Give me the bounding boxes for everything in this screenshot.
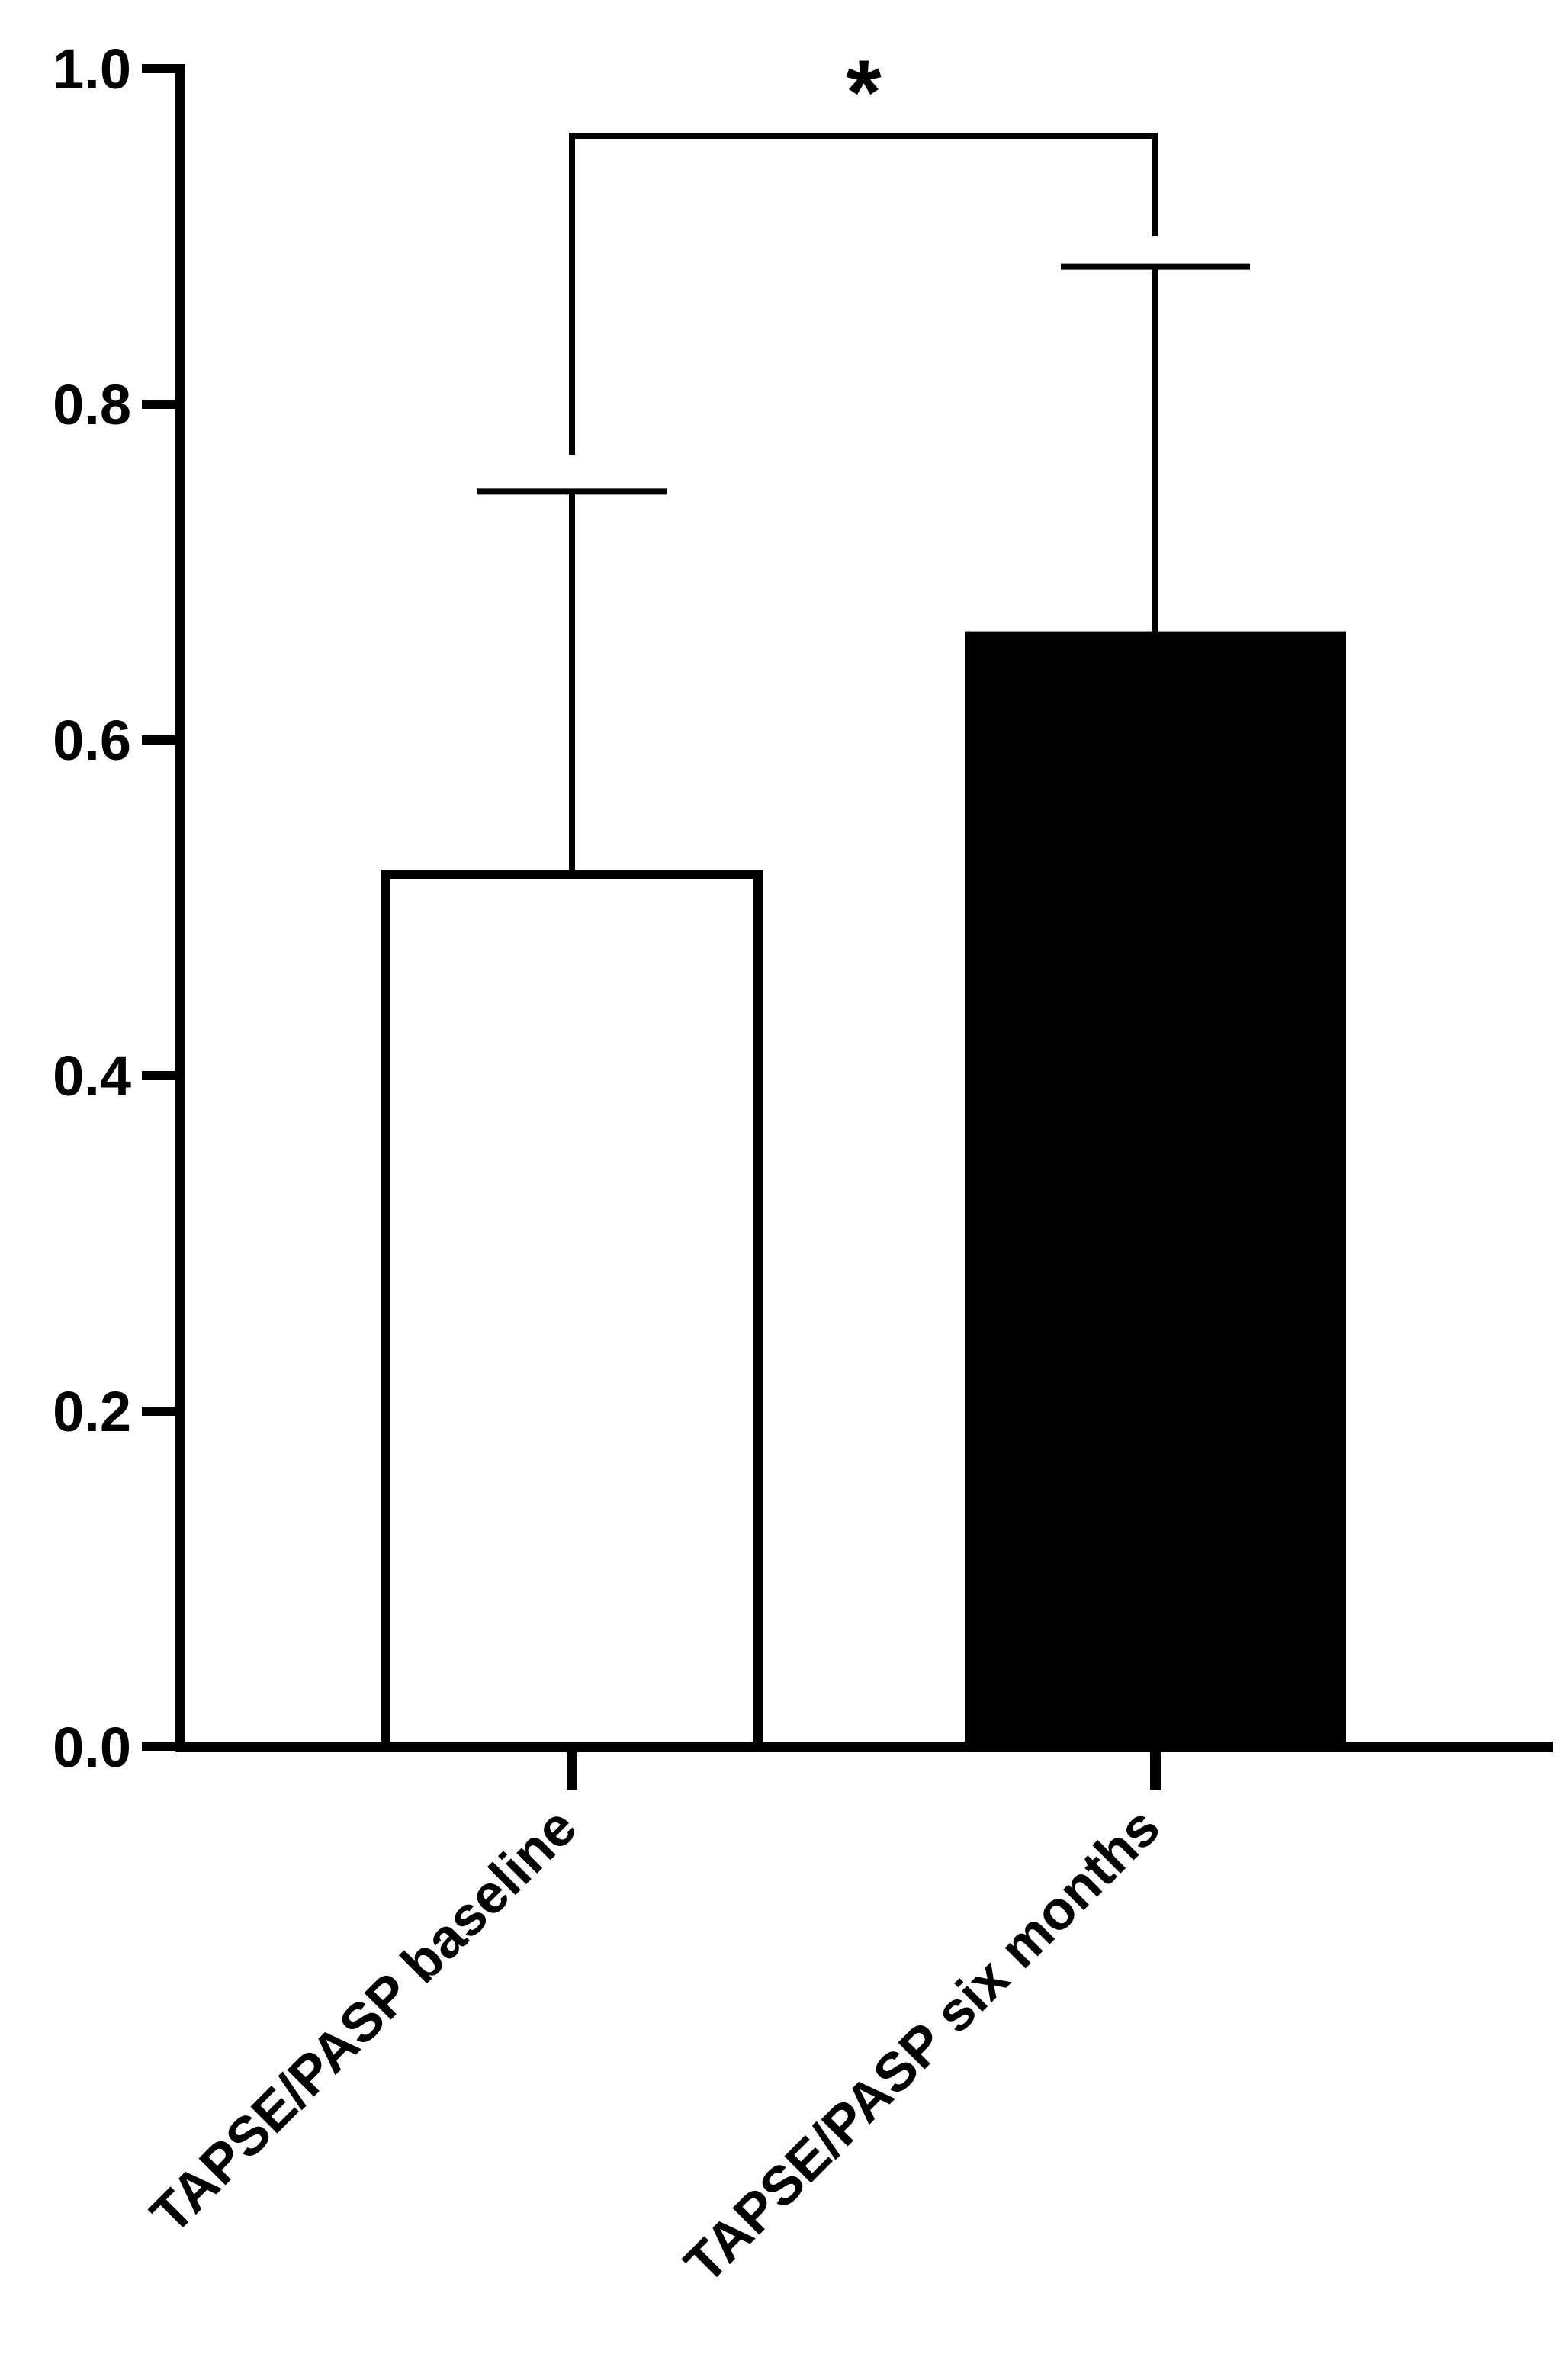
bar-0 (381, 870, 763, 1751)
significance-bracket: * (569, 41, 1158, 455)
error-bars (477, 263, 1250, 874)
significance-asterisk: * (846, 41, 882, 143)
y-tick-label-2: 0.4 (53, 1044, 131, 1108)
y-tick-label-5: 1.0 (53, 37, 131, 101)
y-tick-label-0: 0.0 (53, 1716, 131, 1779)
y-tick-label-1: 0.2 (53, 1380, 131, 1443)
y-tick-label-4: 0.8 (53, 373, 131, 436)
bars (381, 631, 1346, 1751)
x-tick-label-0: TAPSE/PASP baseline (140, 1796, 589, 2246)
bar-1 (965, 631, 1346, 1751)
x-tick-label-1: TAPSE/PASP six months (673, 1796, 1172, 2295)
significance-bracket-line (569, 133, 1158, 455)
y-tick-label-3: 0.6 (53, 709, 131, 772)
